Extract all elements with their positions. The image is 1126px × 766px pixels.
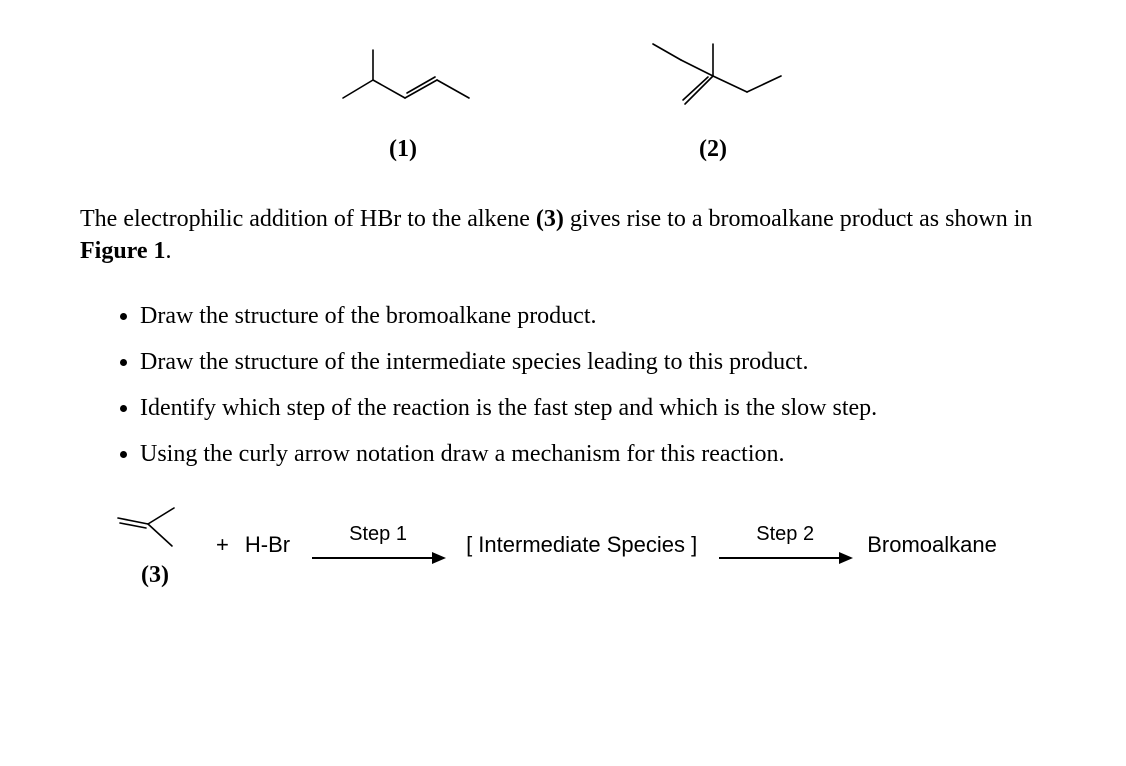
hbr-label: H-Br — [245, 532, 290, 558]
bullet-item: Draw the structure of the intermediate s… — [140, 344, 1046, 380]
structure-1-label: (1) — [389, 136, 417, 163]
arrow-step2-block: Step 2 — [715, 523, 855, 568]
bullet-item: Identify which step of the reaction is t… — [140, 390, 1046, 426]
bullet-item: Draw the structure of the bromoalkane pr… — [140, 298, 1046, 334]
reaction-scheme: (3) + H-Br Step 1 [ Intermediate Species… — [110, 502, 1046, 589]
alkene-3-block: (3) — [110, 502, 200, 589]
intro-mid: gives rise to a bromoalkane product as s… — [564, 206, 1033, 232]
bullet4-post: a mechanism for this reaction. — [489, 441, 785, 467]
alkene-3-label: (3) — [141, 562, 169, 589]
intro-pre: The electrophilic addition of HBr to the… — [80, 206, 536, 232]
structure-2-block: (2) — [613, 30, 813, 163]
structure-2-svg — [613, 30, 813, 130]
step1-label: Step 1 — [349, 523, 407, 546]
bullet4-bold: draw — [441, 441, 489, 467]
intro-paragraph: The electrophilic addition of HBr to the… — [80, 203, 1046, 268]
product-label: Bromoalkane — [867, 532, 997, 558]
page: (1) (2) — [0, 0, 1126, 609]
bullet-list: Draw the structure of the bromoalkane pr… — [80, 298, 1046, 472]
intro-bold1: (3) — [536, 206, 564, 232]
bullet-item: Using the curly arrow notation draw a me… — [140, 436, 1046, 472]
alkene-3-svg — [110, 502, 200, 558]
intermediate-label: [ Intermediate Species ] — [466, 532, 697, 558]
bullet4-pre: Using the curly arrow notation — [140, 441, 441, 467]
step2-label: Step 2 — [756, 523, 814, 546]
structure-1-svg — [313, 40, 493, 130]
intro-bold2: Figure 1 — [80, 238, 166, 264]
structure-1-block: (1) — [313, 40, 493, 163]
intro-post: . — [166, 238, 172, 264]
structure-2-label: (2) — [699, 136, 727, 163]
structures-row: (1) (2) — [80, 30, 1046, 163]
arrow-2-icon — [715, 548, 855, 568]
plus-sign: + — [216, 532, 229, 558]
arrow-1-icon — [308, 548, 448, 568]
arrow-step1-block: Step 1 — [308, 523, 448, 568]
